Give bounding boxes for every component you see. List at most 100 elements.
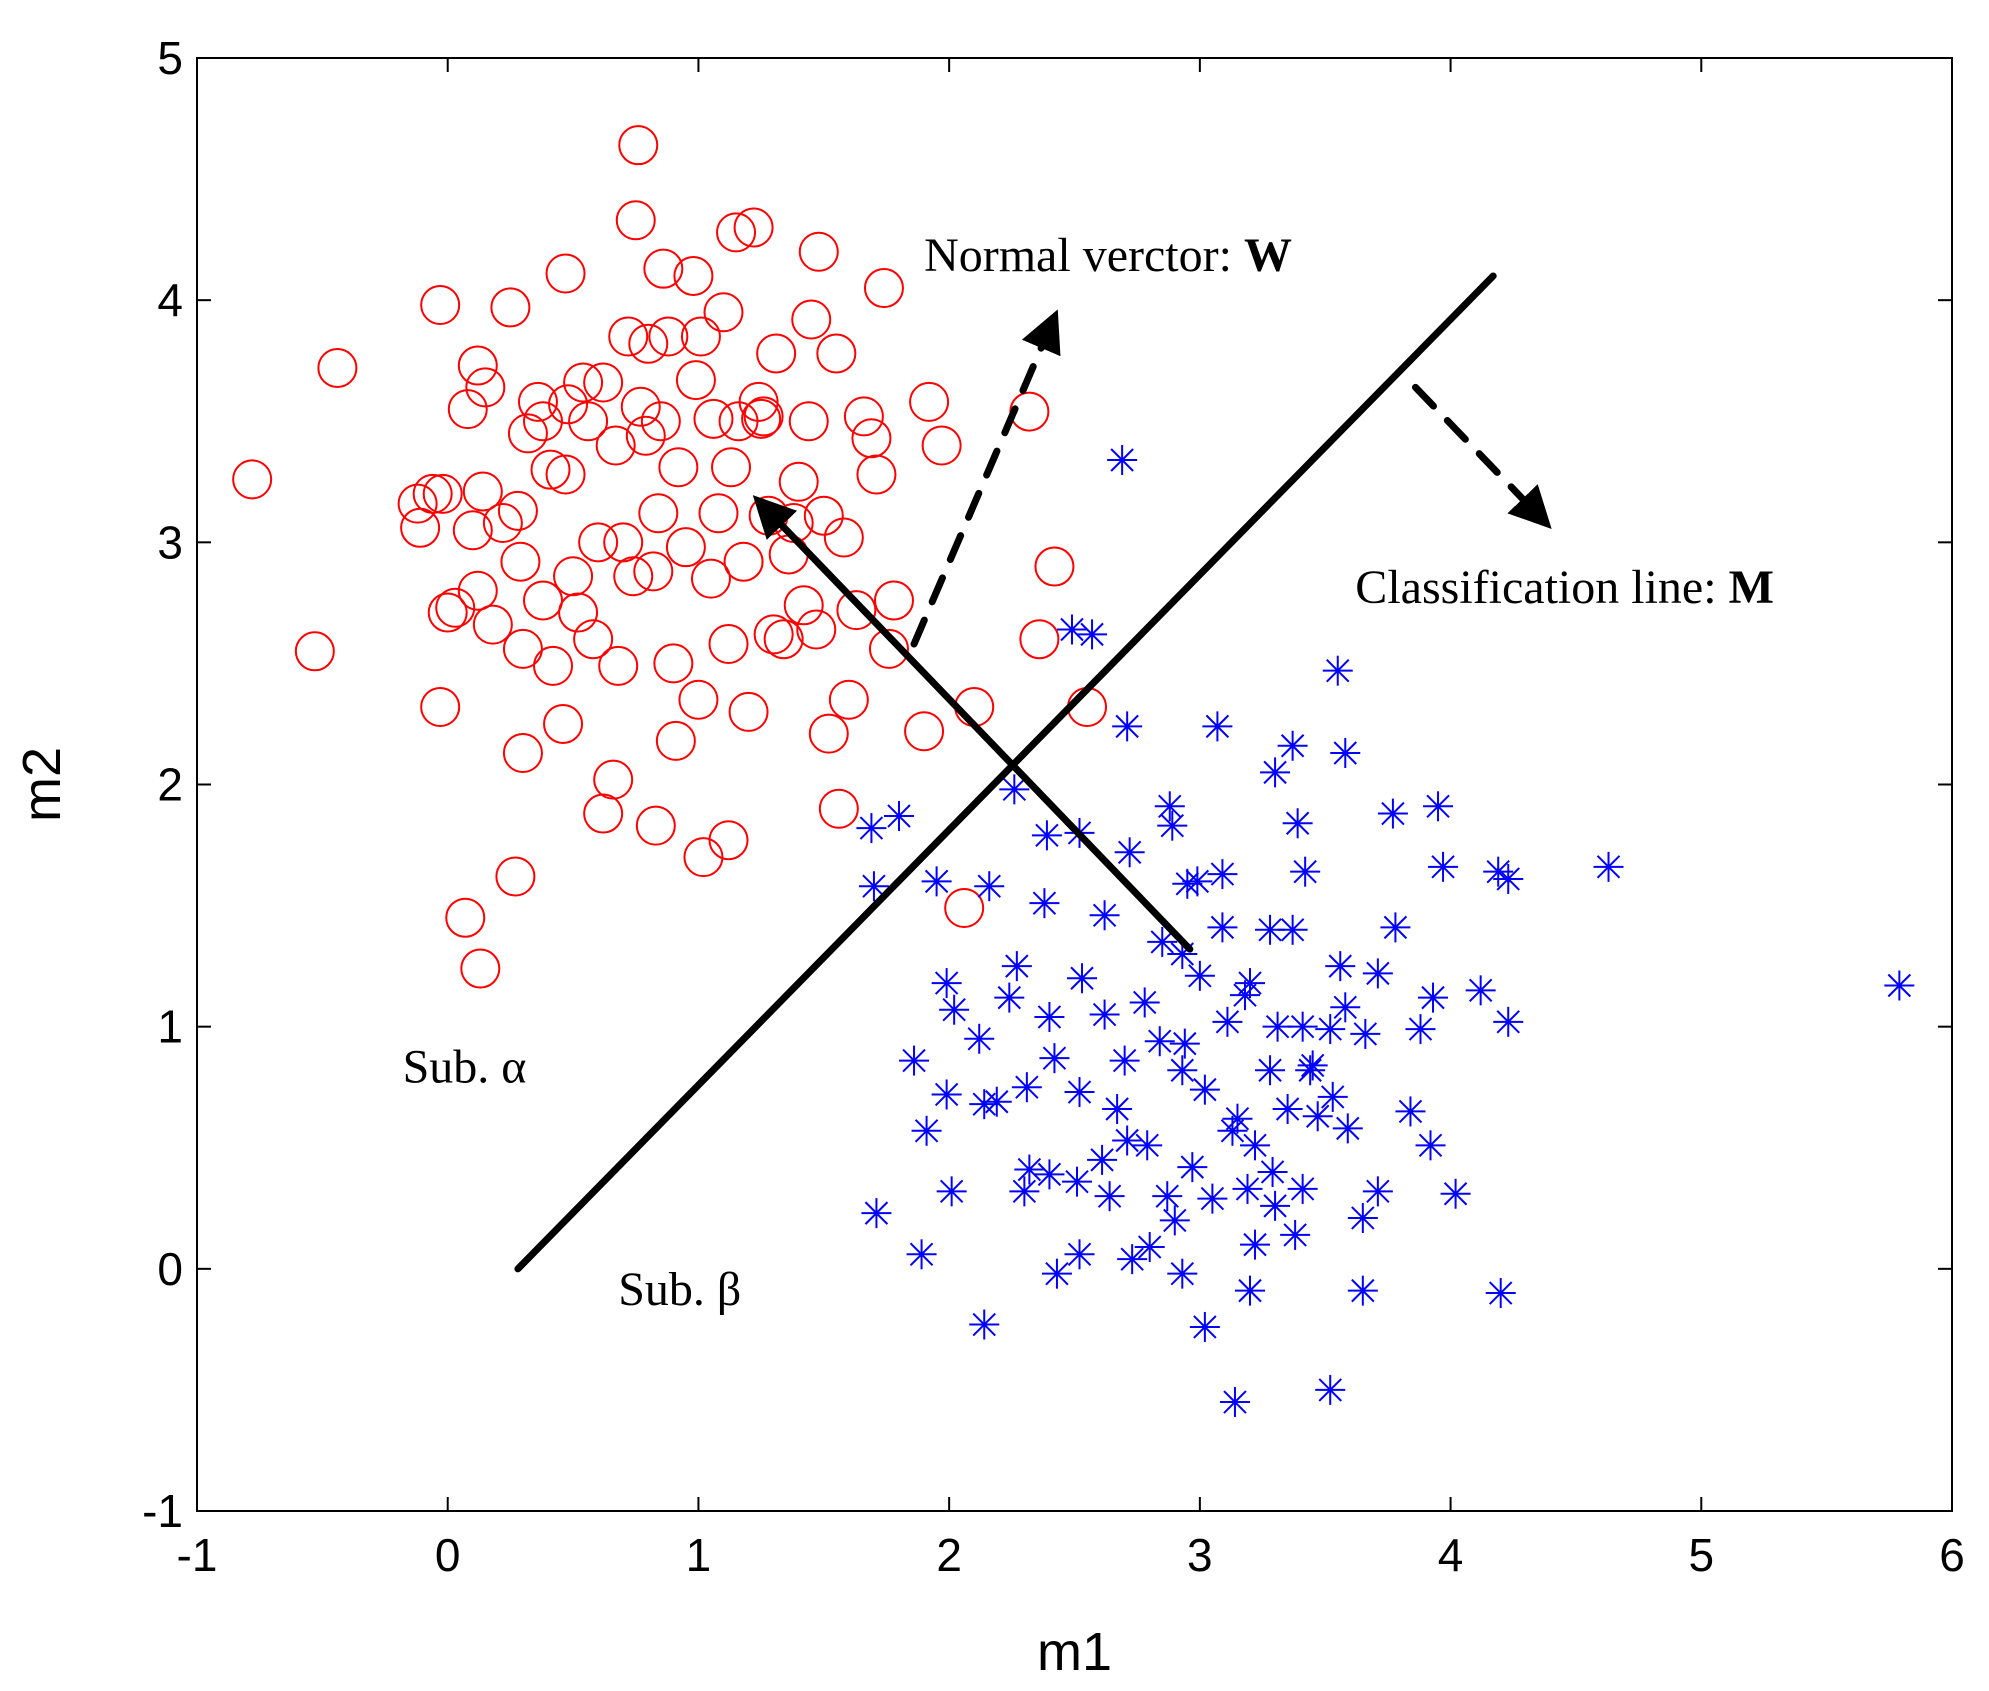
y-tick-label: 5 — [157, 32, 183, 84]
beta-point — [1428, 851, 1459, 882]
beta-point — [931, 1079, 962, 1110]
beta-point — [1157, 810, 1188, 841]
beta-point — [1884, 970, 1915, 1001]
alpha-point — [728, 691, 769, 732]
beta-point — [1272, 1094, 1303, 1125]
alpha-point — [703, 292, 744, 333]
normal-vector-arrow — [752, 495, 1194, 953]
beta-point — [1235, 1275, 1265, 1306]
classification-line-label: Classification line: M — [1355, 561, 1774, 614]
beta-point — [861, 1198, 892, 1229]
dashed-arrow-m — [1411, 383, 1552, 530]
beta-point — [1169, 1028, 1200, 1059]
beta-point — [1232, 1173, 1263, 1204]
beta-point — [969, 1089, 1000, 1120]
classification-line-label-bold: M — [1729, 561, 1774, 614]
beta-point — [1347, 1275, 1378, 1306]
alpha-point — [708, 820, 749, 861]
alpha-point — [743, 396, 784, 437]
beta-point — [1064, 1239, 1095, 1270]
alpha-point — [1034, 546, 1075, 587]
beta-point — [1217, 1115, 1248, 1146]
beta-point — [1109, 1045, 1140, 1076]
beta-point — [999, 774, 1030, 805]
alpha-point — [517, 381, 558, 422]
normal-vector-label-bold: W — [1244, 229, 1292, 282]
alpha-point — [648, 316, 689, 357]
alpha-point — [553, 556, 594, 597]
beta-point — [1325, 951, 1356, 982]
beta-point — [1380, 912, 1411, 943]
alpha-point — [558, 592, 599, 633]
alpha-point — [763, 619, 804, 660]
beta-point — [1189, 1074, 1220, 1105]
beta-point — [1423, 791, 1454, 822]
alpha-point — [583, 793, 624, 834]
alpha-point — [856, 454, 897, 495]
beta-point — [1172, 868, 1203, 899]
alpha-point — [723, 541, 764, 582]
alpha-point — [909, 381, 950, 422]
beta-point — [939, 994, 970, 1025]
beta-point — [1114, 837, 1145, 868]
alpha-point — [533, 645, 574, 686]
beta-point — [858, 871, 889, 902]
beta-point — [1235, 968, 1265, 999]
alpha-point — [778, 461, 819, 502]
alpha-point — [756, 333, 797, 374]
beta-point — [1415, 1130, 1446, 1161]
alpha-point — [497, 490, 538, 531]
alpha-point — [427, 592, 468, 633]
beta-point — [1440, 1178, 1471, 1209]
alpha-point — [472, 604, 513, 645]
alpha-point — [783, 585, 824, 626]
x-axis-label: m1 — [1037, 1622, 1112, 1682]
alpha-point — [502, 628, 543, 669]
beta-point — [1257, 1156, 1288, 1187]
alpha-point — [791, 299, 832, 340]
alpha-point — [615, 200, 656, 241]
alpha-point — [708, 624, 749, 665]
beta-point — [1009, 1176, 1040, 1207]
beta-point — [1144, 1026, 1175, 1057]
beta-point — [1315, 1374, 1346, 1405]
normal-vector-label: Normal verctor: W — [924, 229, 1292, 282]
beta-point — [1177, 1152, 1208, 1183]
alpha-point — [507, 413, 548, 454]
alpha-point — [412, 473, 453, 514]
beta-point — [1277, 914, 1308, 945]
alpha-point — [317, 347, 358, 388]
alpha-point — [635, 805, 676, 846]
alpha-point — [618, 125, 659, 166]
alpha-point — [620, 386, 661, 427]
alpha-point — [595, 425, 636, 466]
beta-point — [1347, 1202, 1378, 1233]
alpha-point — [665, 527, 706, 568]
alpha-point — [530, 449, 571, 490]
alpha-point — [522, 580, 563, 621]
beta-point — [1290, 856, 1321, 887]
beta-point — [1297, 1050, 1328, 1081]
beta-point — [1011, 1072, 1042, 1103]
beta-point — [1184, 960, 1215, 991]
beta-point — [994, 982, 1025, 1013]
alpha-point — [904, 711, 945, 752]
alpha-point — [400, 507, 441, 548]
beta-point — [1159, 1205, 1190, 1236]
beta-point — [1282, 808, 1313, 839]
beta-point — [1039, 1043, 1070, 1074]
normal-vector-label-prefix: Normal verctor: — [924, 229, 1244, 282]
beta-point — [1377, 798, 1408, 829]
beta-point — [969, 1309, 1000, 1340]
points-layer — [232, 125, 1915, 1418]
y-tick-label: 4 — [157, 274, 183, 326]
alpha-point — [693, 398, 734, 439]
alpha-point — [683, 837, 724, 878]
alpha-point — [608, 316, 649, 357]
y-tick-label: 2 — [157, 759, 183, 811]
alpha-point — [495, 856, 536, 897]
beta-point — [1117, 1244, 1148, 1275]
beta-point — [931, 968, 962, 999]
alpha-point — [796, 609, 837, 650]
beta-point — [1107, 444, 1138, 475]
